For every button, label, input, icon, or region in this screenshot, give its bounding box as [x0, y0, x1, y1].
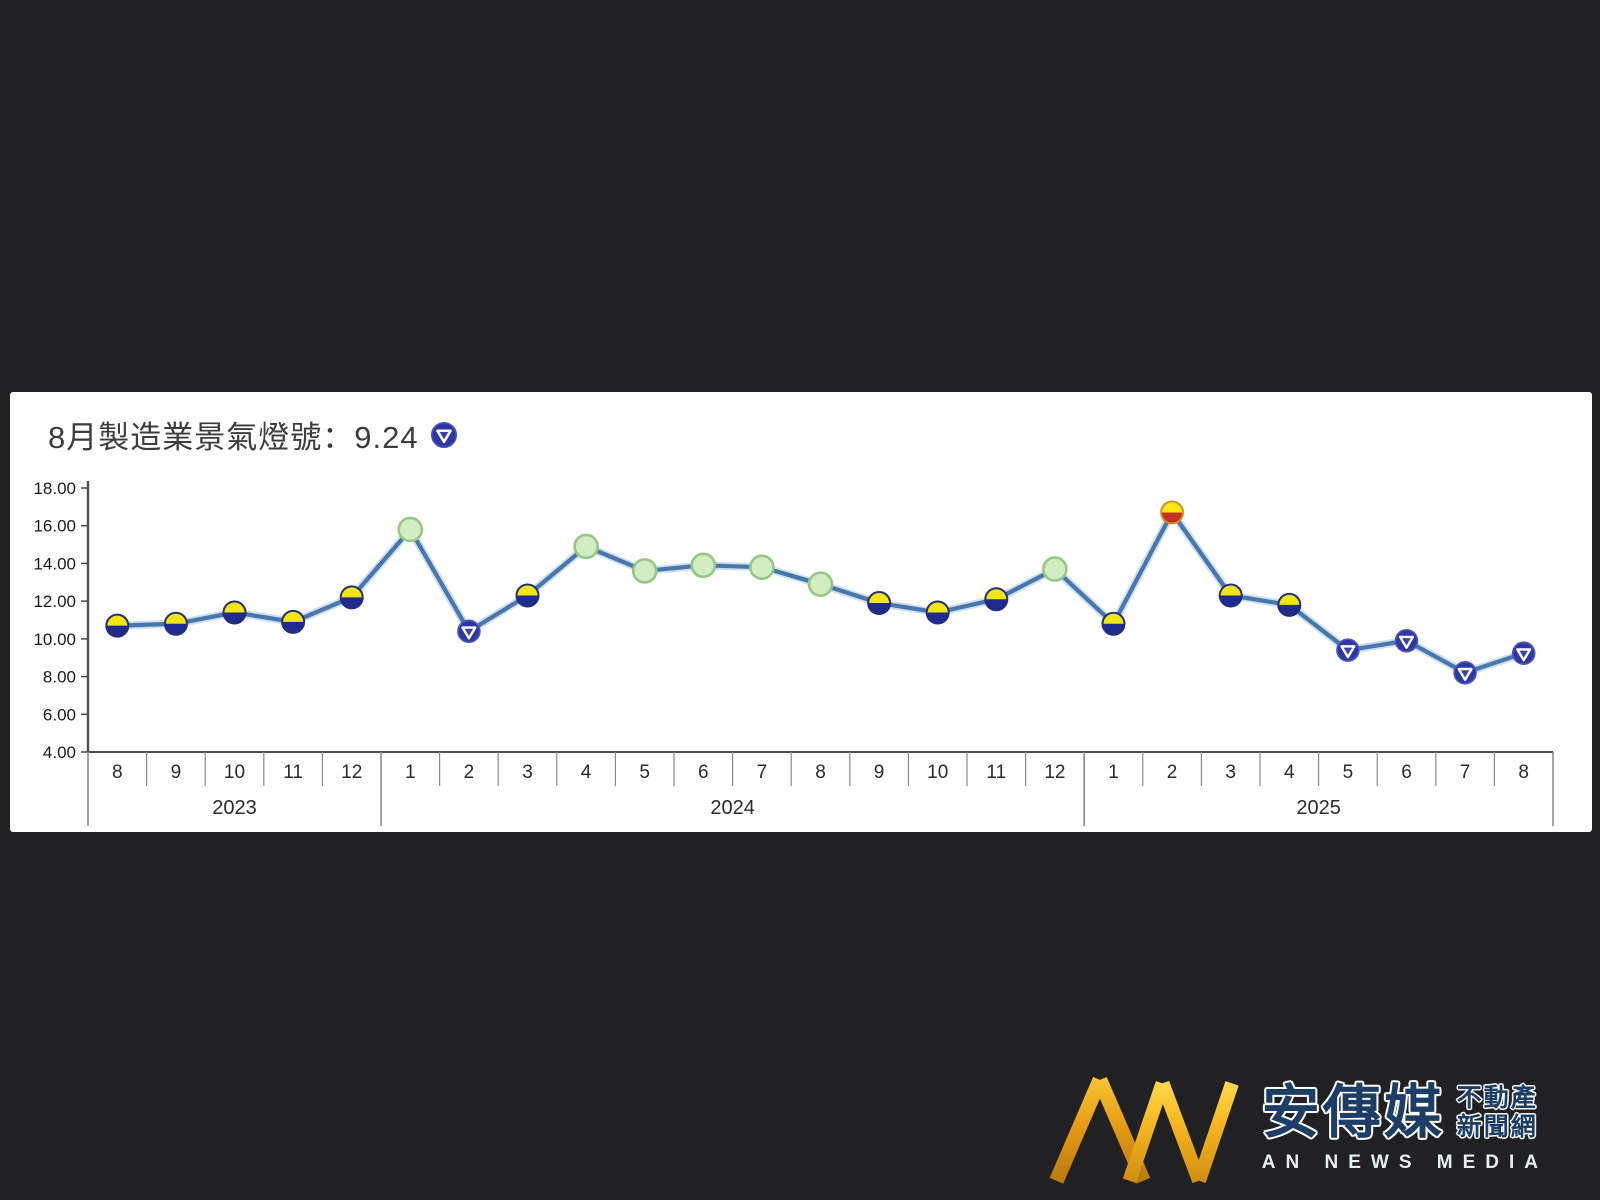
data-point-2024-8: [807, 571, 834, 597]
month-label: 7: [757, 762, 768, 783]
month-label: 3: [1225, 762, 1236, 783]
month-label: 2: [464, 762, 475, 783]
month-label: 8: [1518, 762, 1529, 783]
logo-tagline: 不動產 新聞網: [1456, 1083, 1538, 1142]
data-point-2024-2: [457, 619, 481, 644]
data-point-2024-5: [631, 558, 658, 584]
data-point-2024-4: [573, 533, 599, 560]
month-label: 4: [1284, 762, 1295, 783]
data-point-2025-5: [1336, 638, 1360, 662]
y-tick-label: 6.00: [43, 705, 76, 724]
month-label: 7: [1460, 762, 1471, 783]
chart-header: 8月製造業景氣燈號：9.24: [48, 412, 458, 457]
an-news-media-logo: 安傳媒 不動產 新聞網 AN NEWS MEDIA: [1046, 1074, 1548, 1184]
y-tick-label: 4.00: [43, 743, 76, 762]
logo-text-block: 安傳媒 不動產 新聞網 AN NEWS MEDIA: [1262, 1084, 1548, 1174]
data-point-2024-12: [1042, 556, 1068, 582]
month-label: 10: [224, 762, 245, 783]
month-label: 6: [698, 762, 709, 783]
logo-name-en: AN NEWS MEDIA: [1261, 1152, 1548, 1173]
y-tick-label: 10.00: [33, 630, 76, 649]
y-tick-label: 16.00: [33, 517, 76, 536]
month-label: 11: [283, 762, 303, 783]
data-point-2023-12: [339, 585, 364, 610]
y-tick-label: 18.00: [33, 479, 76, 498]
data-point-2024-6: [690, 552, 717, 579]
month-label: 10: [927, 762, 948, 783]
y-tick-label: 8.00: [43, 668, 76, 687]
month-label: 4: [581, 762, 592, 783]
month-label: 6: [1401, 762, 1412, 783]
month-label: 5: [639, 762, 650, 783]
month-label: 11: [986, 762, 1006, 783]
year-label: 2025: [1296, 797, 1341, 819]
data-point-2023-8: [105, 613, 130, 638]
data-point-2024-10: [925, 600, 950, 625]
logo-tagline-line2: 新聞網: [1456, 1113, 1538, 1141]
month-label: 9: [874, 762, 885, 783]
blue-light-icon: [430, 421, 457, 448]
data-point-2024-7: [749, 554, 775, 580]
data-point-2025-1: [1101, 611, 1126, 636]
data-point-2024-9: [867, 591, 892, 616]
year-label: 2024: [710, 797, 755, 819]
chart-panel: 8月製造業景氣燈號：9.24 18.00 16.00 14.00 12.00 10.00…: [10, 392, 1592, 832]
y-tick-label: 14.00: [33, 554, 76, 573]
month-label: 3: [522, 762, 533, 783]
month-label: 2: [1167, 762, 1178, 783]
data-point-2024-1: [397, 516, 424, 543]
data-point-2023-11: [281, 609, 306, 634]
year-label: 2023: [212, 797, 257, 819]
data-point-2025-3: [1218, 583, 1243, 608]
data-point-2025-6: [1394, 628, 1419, 653]
month-label: 8: [112, 762, 123, 783]
month-label: 1: [1108, 762, 1119, 783]
an-monogram-icon: [1049, 1076, 1239, 1184]
logo-name-zh: 安傳媒: [1261, 1080, 1445, 1145]
data-point-2025-8: [1511, 641, 1536, 665]
month-label: 12: [341, 762, 362, 783]
data-point-2025-4: [1277, 592, 1302, 617]
month-label: 1: [405, 762, 416, 783]
data-point-2023-9: [163, 611, 188, 636]
chart-title: 8月製造業景氣燈號：9.24: [48, 420, 419, 455]
data-point-2023-10: [222, 600, 247, 625]
month-label: 5: [1343, 762, 1354, 783]
month-label: 8: [815, 762, 826, 783]
data-point-2025-2: [1160, 500, 1185, 525]
logo-tagline-line1: 不動產: [1456, 1083, 1538, 1112]
data-point-2024-3: [515, 583, 540, 608]
month-label: 12: [1044, 762, 1065, 783]
y-tick-label: 12.00: [33, 592, 76, 611]
data-point-2024-11: [984, 587, 1009, 612]
manufacturing-climate-line-chart: 18.00 16.00 14.00 12.00 10.00 8.00 6.00 4.00 8 9 1…: [33, 479, 1554, 826]
month-label: 9: [171, 762, 182, 783]
data-point-2025-7: [1453, 660, 1477, 685]
